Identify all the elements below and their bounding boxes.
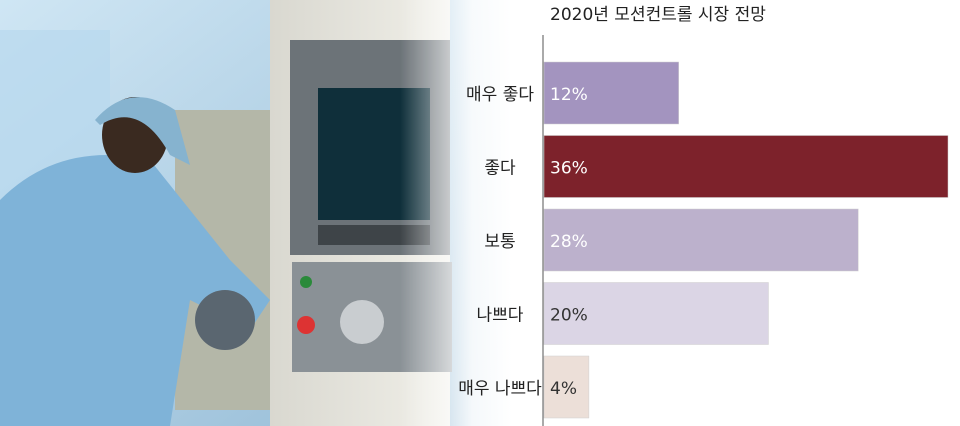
data-label: 20% [550, 306, 588, 326]
bar-4 [543, 355, 590, 419]
category-label: 나쁘다 [477, 306, 524, 326]
category-label: 보통 [484, 232, 515, 252]
category-label: 매우 나쁘다 [458, 379, 542, 399]
bar-2 [543, 208, 859, 272]
category-label: 좋다 [484, 159, 516, 179]
photo-fade-overlay [400, 0, 560, 426]
data-label: 4% [550, 379, 577, 399]
chart-title: 2020년 모션컨트롤 시장 전망 [550, 5, 766, 25]
bar-1 [543, 135, 949, 198]
data-label: 12% [550, 85, 588, 105]
bar-3 [543, 282, 769, 345]
bar-0 [543, 61, 679, 125]
category-label: 매우 좋다 [466, 85, 534, 105]
data-label: 28% [550, 232, 588, 252]
data-label: 36% [550, 159, 588, 179]
